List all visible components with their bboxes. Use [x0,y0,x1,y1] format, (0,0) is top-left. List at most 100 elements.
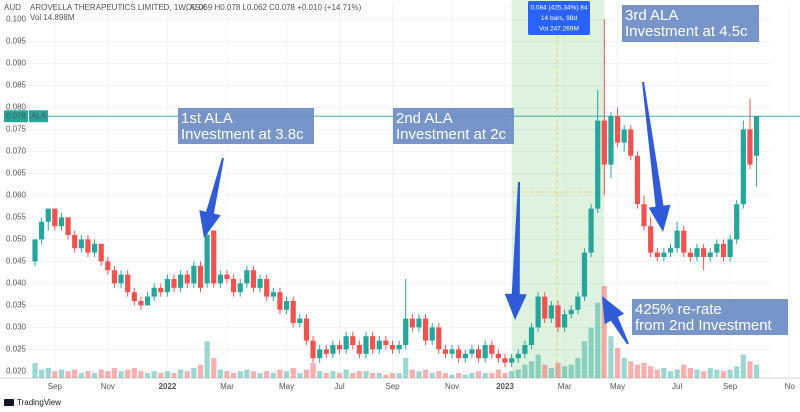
volume-bar [714,369,720,378]
volume-bar [641,362,647,378]
candle-body [588,208,594,253]
candle-body [138,301,144,306]
candle-body [270,292,276,297]
volume-bar [720,371,727,378]
x-tick-label: 2022 [159,382,177,391]
annotation-text: 2nd ALA [396,110,453,127]
volume-bar [257,372,263,378]
volume-bar [449,374,455,378]
volume-bar [681,364,687,378]
arrow [642,81,671,233]
volume-bar [330,371,336,378]
candle-body [363,336,369,354]
candle-body [105,261,111,271]
y-tick-label: 0.060 [6,191,27,200]
x-tick-label: Nov [445,382,459,391]
volume-bar [403,357,409,378]
candle-body [495,353,501,359]
volume-bar [528,361,535,378]
candle-body [648,226,654,253]
x-tick-label: May [610,382,625,391]
measure-text: 14 bars, 98d [541,15,578,22]
candle-body [528,327,535,345]
candle-body [701,248,707,257]
candle-body [264,279,270,297]
candle-body [376,340,382,350]
candle-body [32,239,38,262]
volume-bar [707,367,713,378]
y-tick-label: 0.085 [6,81,27,90]
volume-bar [211,357,217,378]
candle-body [277,292,283,310]
volume-bar [648,366,654,378]
x-tick-label: Nov [101,382,115,391]
candle-body [65,217,71,235]
candle-body [608,116,614,165]
volume-bar [350,372,356,378]
y-tick-label: 0.055 [6,213,27,222]
candle-body [727,239,733,257]
symbol-label: ALA [31,111,47,120]
candle-body [356,345,362,354]
candle-body [687,252,693,257]
candle-body [250,270,257,288]
volume-bar [495,369,501,378]
volume-bar [442,372,449,378]
volume-bar [310,362,316,378]
annotation-text: Investment at 4.5c [625,23,748,40]
volume-bar [111,367,118,378]
candle-body [714,243,720,253]
volume-bar [740,354,746,378]
volume-bar [581,341,588,378]
candle-body [336,345,343,350]
arrow [504,181,527,320]
annotation-box [632,299,788,335]
currency: AUD [4,3,21,12]
candle-body [442,349,449,354]
candle-body [509,358,515,363]
volume-bar [356,371,362,378]
volume-bar [151,371,157,378]
volume-bar [98,369,104,378]
candle-body [164,279,170,293]
candle-body [555,305,561,328]
volume-bar [608,336,614,378]
volume-bar [628,361,634,378]
candle-body [581,252,588,297]
volume-bar [264,371,270,378]
y-tick-label: 0.095 [6,37,27,46]
candle-body [111,270,118,284]
volume-bar [39,369,45,378]
logo-icon [4,399,14,406]
x-tick-label: Sep [723,382,738,391]
volume-bar [343,369,349,378]
annotation-box [393,108,514,144]
annotation-box [178,108,314,144]
volume-bar [515,369,521,378]
annotation-text: from 2nd Investment [635,317,773,334]
y-tick-label: 0.045 [6,257,27,266]
candle-body [244,270,250,284]
volume-bar [171,372,177,378]
volume-bar [555,362,561,378]
candle-body [575,296,581,310]
candle-body [290,301,296,323]
y-tick-label: 0.035 [6,301,27,310]
chart-title: AROVELLA THERAPEUTICS LIMITED, 1W, ASX [30,3,206,12]
candle-body [628,129,634,156]
candle-body [456,349,462,359]
volume-bar [270,372,276,378]
measure-tooltip [528,1,590,35]
volume-bar [542,364,548,378]
logo: TradingView [17,398,61,407]
volume-bar [297,372,303,378]
candle-body [667,248,674,253]
candle-body [641,204,647,227]
volume-bar [370,372,376,378]
volume-bar [469,372,475,378]
x-tick-label: Mar [220,382,234,391]
candle-body [39,221,45,240]
y-tick-label: 0.050 [6,235,27,244]
annotation-text: 3rd ALA [625,7,678,24]
candle-body [522,345,528,354]
